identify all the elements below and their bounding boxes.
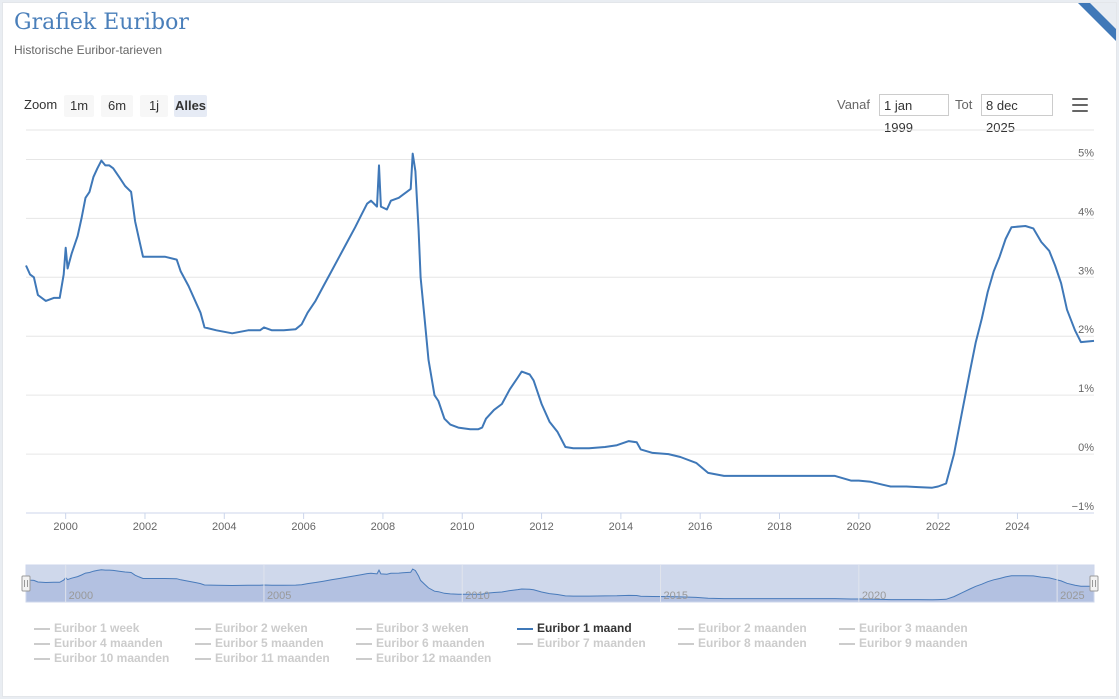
legend-item[interactable]: Euribor 11 maanden [195, 651, 330, 665]
legend-swatch [678, 642, 694, 645]
range-from-label: Vanaf [837, 97, 871, 112]
legend-item[interactable]: Euribor 4 maanden [34, 636, 163, 650]
navigator-right-handle[interactable] [1089, 575, 1099, 592]
navigator-tick-label: 2015 [664, 590, 688, 602]
zoom-1j-button[interactable]: 1j [140, 95, 168, 117]
y-tick-label: −1% [1072, 501, 1095, 513]
legend-swatch [517, 627, 533, 630]
page-title: Grafiek Euribor [14, 10, 189, 35]
corner-fold [1090, 3, 1116, 29]
legend-item[interactable]: Euribor 12 maanden [356, 651, 491, 665]
legend-label: Euribor 8 maanden [698, 636, 807, 650]
zoom-all-button[interactable]: Alles [174, 95, 207, 117]
y-tick-label: 4% [1078, 206, 1094, 218]
zoom-label: Zoom [24, 97, 58, 112]
legend-label: Euribor 10 maanden [54, 651, 170, 665]
legend-swatch [839, 642, 855, 645]
legend-swatch [356, 657, 372, 660]
legend-label: Euribor 1 week [54, 621, 140, 635]
legend-swatch [34, 642, 50, 645]
x-tick-label: 2010 [450, 521, 474, 533]
legend-label: Euribor 12 maanden [376, 651, 492, 665]
legend-swatch [34, 657, 50, 660]
range-to-input[interactable]: 8 dec 2025 [981, 94, 1053, 135]
range-from-input[interactable]: 1 jan 1999 [879, 94, 949, 135]
legend-item[interactable]: Euribor 6 maanden [356, 636, 485, 650]
navigator-mask [25, 564, 1095, 603]
legend-swatch [517, 642, 533, 645]
zoom-1m-button[interactable]: 1m [64, 95, 94, 117]
navigator-left-handle[interactable] [21, 575, 31, 592]
navigator-series-area [26, 569, 1094, 602]
y-tick-label: 0% [1078, 442, 1094, 454]
legend-item[interactable]: Euribor 3 maanden [839, 621, 968, 635]
legend-label: Euribor 6 maanden [376, 636, 485, 650]
x-tick-label: 2016 [688, 521, 712, 533]
legend-swatch [356, 627, 372, 630]
x-tick-label: 2022 [926, 521, 950, 533]
legend-swatch [195, 657, 211, 660]
x-tick-label: 2004 [212, 521, 236, 533]
legend-item[interactable]: Euribor 10 maanden [34, 651, 169, 665]
legend-item[interactable]: Euribor 9 maanden [839, 636, 968, 650]
legend-label: Euribor 11 maanden [215, 651, 330, 665]
legend-label: Euribor 5 maanden [215, 636, 324, 650]
legend-label: Euribor 3 maanden [859, 621, 968, 635]
x-tick-label: 2024 [1005, 521, 1029, 533]
legend-swatch [195, 627, 211, 630]
legend-item[interactable]: Euribor 1 maand [517, 621, 632, 635]
legend-swatch [356, 642, 372, 645]
navigator-tick-label: 2010 [465, 590, 489, 602]
x-tick-label: 2002 [133, 521, 157, 533]
navigator-tick-label: 2000 [69, 590, 93, 602]
x-tick-label: 2014 [609, 521, 633, 533]
y-tick-label: 5% [1078, 147, 1094, 159]
legend-item[interactable]: Euribor 3 weken [356, 621, 469, 635]
page-subtitle: Historische Euribor-tarieven [14, 43, 163, 57]
x-tick-label: 2020 [847, 521, 871, 533]
legend-item[interactable]: Euribor 8 maanden [678, 636, 807, 650]
legend-label: Euribor 2 weken [215, 621, 308, 635]
x-tick-label: 2000 [53, 521, 77, 533]
legend-item[interactable]: Euribor 5 maanden [195, 636, 324, 650]
legend-swatch [839, 627, 855, 630]
legend-item[interactable]: Euribor 7 maanden [517, 636, 646, 650]
legend-label: Euribor 3 weken [376, 621, 469, 635]
legend-swatch [678, 627, 694, 630]
x-tick-label: 2006 [291, 521, 315, 533]
x-tick-label: 2008 [371, 521, 395, 533]
navigator-tick-label: 2005 [267, 590, 291, 602]
hamburger-menu-icon[interactable] [1072, 98, 1088, 112]
navigator-tick-label: 2020 [862, 590, 886, 602]
zoom-6m-button[interactable]: 6m [101, 95, 133, 117]
legend-label: Euribor 4 maanden [54, 636, 163, 650]
y-tick-label: 2% [1078, 324, 1094, 336]
x-tick-label: 2012 [529, 521, 553, 533]
navigator-series-line [25, 568, 1095, 601]
legend-label: Euribor 1 maand [537, 621, 632, 635]
legend-label: Euribor 7 maanden [537, 636, 646, 650]
range-to-label: Tot [955, 97, 973, 112]
legend-label: Euribor 9 maanden [859, 636, 968, 650]
navigator-tick-label: 2025 [1060, 590, 1084, 602]
legend-item[interactable]: Euribor 2 weken [195, 621, 308, 635]
series-line-euribor-1-maand [25, 152, 1095, 489]
x-tick-label: 2018 [767, 521, 791, 533]
legend-label: Euribor 2 maanden [698, 621, 807, 635]
legend-swatch [34, 627, 50, 630]
y-tick-label: 1% [1078, 383, 1094, 395]
legend-item[interactable]: Euribor 1 week [34, 621, 139, 635]
legend-item[interactable]: Euribor 2 maanden [678, 621, 807, 635]
legend-swatch [195, 642, 211, 645]
y-tick-label: 3% [1078, 265, 1094, 277]
